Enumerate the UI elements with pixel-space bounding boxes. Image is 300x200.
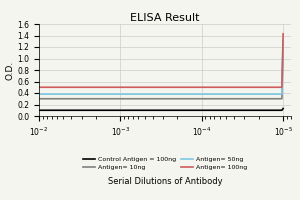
Title: ELISA Result: ELISA Result bbox=[130, 13, 200, 23]
Legend: Control Antigen = 100ng, Antigen= 10ng, Antigen= 50ng, Antigen= 100ng: Control Antigen = 100ng, Antigen= 10ng, … bbox=[80, 154, 250, 173]
X-axis label: Serial Dilutions of Antibody: Serial Dilutions of Antibody bbox=[108, 177, 222, 186]
Y-axis label: O.D.: O.D. bbox=[5, 60, 14, 80]
